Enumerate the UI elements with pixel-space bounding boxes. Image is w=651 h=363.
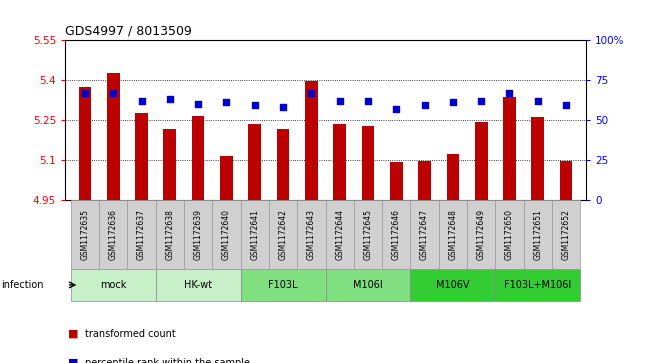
Point [448,99,458,105]
Bar [447,154,459,200]
Point [221,99,232,105]
Text: infection: infection [1,280,44,290]
FancyBboxPatch shape [71,200,99,269]
Text: GSM1172637: GSM1172637 [137,209,146,260]
Text: GSM1172639: GSM1172639 [193,209,202,260]
Text: GSM1172651: GSM1172651 [533,209,542,260]
Point [249,102,260,108]
Bar [220,156,233,200]
Bar [79,86,91,200]
Text: GSM1172647: GSM1172647 [420,209,429,260]
FancyBboxPatch shape [353,200,382,269]
Text: GSM1172635: GSM1172635 [81,209,89,260]
FancyBboxPatch shape [439,200,467,269]
FancyBboxPatch shape [298,200,326,269]
Bar [531,117,544,200]
FancyBboxPatch shape [552,200,580,269]
FancyBboxPatch shape [269,200,298,269]
Text: F103L: F103L [268,280,298,290]
FancyBboxPatch shape [156,269,241,301]
Text: GSM1172649: GSM1172649 [477,209,486,260]
Bar [503,97,516,200]
FancyBboxPatch shape [382,200,410,269]
FancyBboxPatch shape [467,200,495,269]
Text: GSM1172645: GSM1172645 [363,209,372,260]
Text: GSM1172643: GSM1172643 [307,209,316,260]
Text: mock: mock [100,280,126,290]
Bar [305,81,318,200]
Bar [277,129,290,200]
FancyBboxPatch shape [495,200,523,269]
Point [363,98,373,103]
Bar [560,161,572,200]
Bar [418,161,431,200]
Point [476,98,486,103]
Text: M106I: M106I [353,280,383,290]
Point [165,96,175,102]
Text: GSM1172641: GSM1172641 [250,209,259,260]
Point [136,98,146,103]
FancyBboxPatch shape [495,269,580,301]
Bar [475,122,488,200]
Point [79,90,90,95]
Bar [135,113,148,200]
Text: ■: ■ [68,358,79,363]
Point [533,98,543,103]
FancyBboxPatch shape [241,269,326,301]
Text: F103L+M106I: F103L+M106I [504,280,572,290]
Text: GSM1172640: GSM1172640 [222,209,231,260]
FancyBboxPatch shape [410,200,439,269]
FancyBboxPatch shape [184,200,212,269]
Bar [361,126,374,200]
Text: GSM1172652: GSM1172652 [562,209,570,260]
FancyBboxPatch shape [410,269,495,301]
Text: transformed count: transformed count [85,329,175,339]
Point [193,101,203,107]
Text: GSM1172636: GSM1172636 [109,209,118,260]
Text: GSM1172638: GSM1172638 [165,209,174,260]
Text: GDS4997 / 8013509: GDS4997 / 8013509 [65,24,192,37]
Text: ■: ■ [68,329,79,339]
Text: GSM1172642: GSM1172642 [279,209,288,260]
Bar [333,124,346,200]
Bar [249,124,261,200]
Bar [107,73,120,200]
FancyBboxPatch shape [99,200,128,269]
FancyBboxPatch shape [156,200,184,269]
FancyBboxPatch shape [523,200,552,269]
FancyBboxPatch shape [212,200,241,269]
Text: M106V: M106V [436,280,469,290]
Bar [390,162,402,200]
Point [561,102,572,108]
Text: percentile rank within the sample: percentile rank within the sample [85,358,249,363]
Bar [192,116,204,200]
Point [306,90,316,95]
Point [391,106,402,111]
Text: HK-wt: HK-wt [184,280,212,290]
Point [108,90,118,95]
Text: GSM1172644: GSM1172644 [335,209,344,260]
FancyBboxPatch shape [326,269,410,301]
Point [505,90,515,95]
Text: GSM1172650: GSM1172650 [505,209,514,260]
Point [278,104,288,110]
Point [419,102,430,108]
Point [335,98,345,103]
Text: GSM1172648: GSM1172648 [449,209,458,260]
FancyBboxPatch shape [128,200,156,269]
Text: GSM1172646: GSM1172646 [392,209,401,260]
Bar [163,129,176,200]
FancyBboxPatch shape [241,200,269,269]
FancyBboxPatch shape [71,269,156,301]
FancyBboxPatch shape [326,200,353,269]
